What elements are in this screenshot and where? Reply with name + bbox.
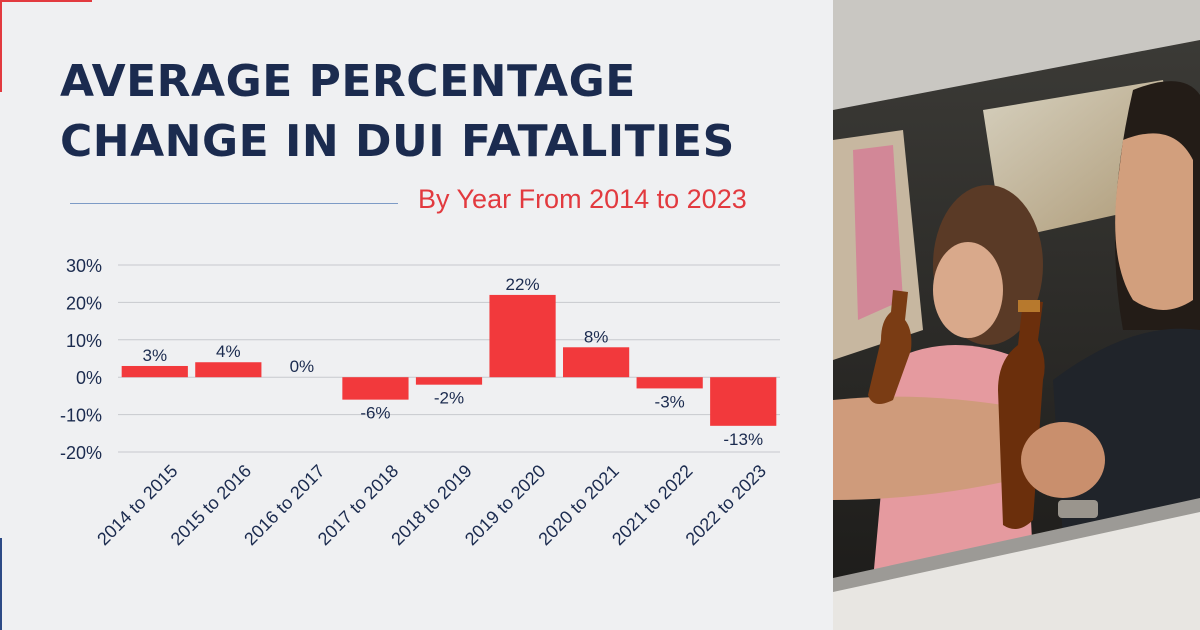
y-tick-label: -20% — [60, 443, 102, 463]
bar — [710, 377, 777, 426]
bar — [342, 377, 409, 400]
title-line-2: CHANGE IN DUI FATALITIES — [60, 116, 735, 167]
corner-accent-top — [0, 0, 92, 2]
bar-chart: 30%20%10%0%-10%-20%3%2014 to 20154%2015 … — [60, 256, 780, 549]
title-divider — [70, 203, 398, 204]
chart-subtitle: By Year From 2014 to 2023 — [418, 184, 747, 214]
driver-with-beer-photo — [833, 0, 1200, 630]
y-tick-label: 30% — [66, 256, 102, 276]
data-label: 22% — [506, 275, 540, 294]
bar — [636, 377, 703, 389]
bar — [415, 377, 483, 385]
y-tick-label: 0% — [76, 368, 102, 388]
data-label: -6% — [360, 404, 390, 423]
title-line-1: AVERAGE PERCENTAGE — [60, 56, 636, 107]
y-tick-label: 10% — [66, 331, 102, 351]
data-label: 4% — [216, 342, 241, 361]
bar — [563, 347, 630, 378]
data-label: -3% — [655, 392, 685, 411]
data-label: -2% — [434, 389, 464, 408]
corner-accent-left — [0, 0, 2, 92]
data-label: 0% — [290, 357, 315, 376]
data-label: 3% — [142, 346, 167, 365]
y-tick-label: 20% — [66, 293, 102, 313]
bar — [121, 365, 188, 378]
data-label: -13% — [723, 430, 763, 449]
page-title: AVERAGE PERCENTAGE CHANGE IN DUI FATALIT… — [60, 52, 820, 172]
data-label: 8% — [584, 327, 609, 346]
bar — [195, 362, 262, 378]
corner-accent-bottom — [0, 538, 2, 630]
bar — [489, 294, 556, 378]
y-tick-label: -10% — [60, 406, 102, 426]
